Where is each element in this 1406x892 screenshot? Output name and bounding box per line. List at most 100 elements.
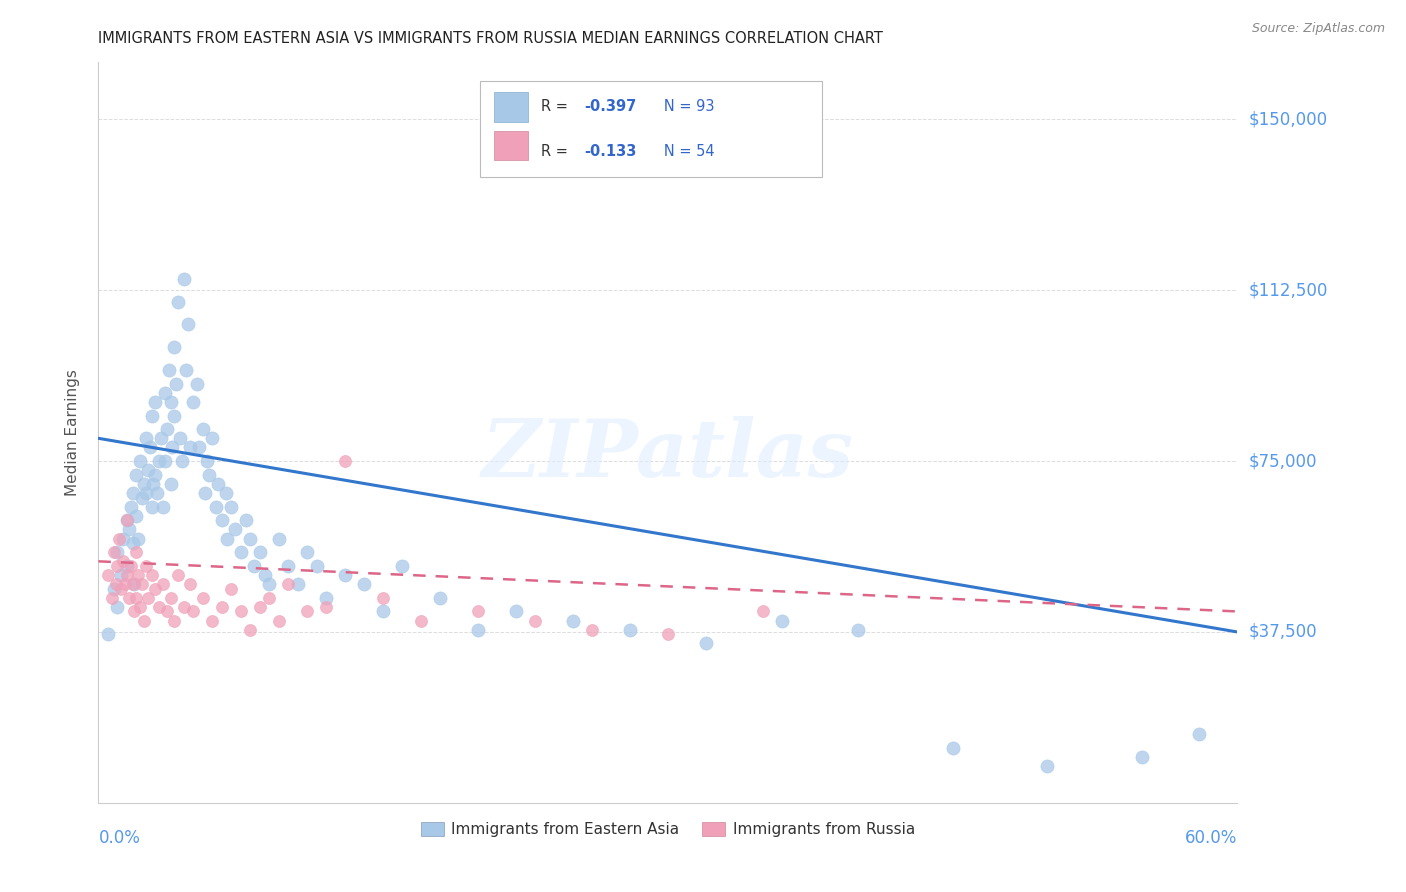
Point xyxy=(505,604,527,618)
Point xyxy=(391,558,413,573)
Point xyxy=(214,486,236,500)
Point xyxy=(1036,759,1059,773)
Point xyxy=(165,376,187,391)
Point xyxy=(124,577,146,591)
Point xyxy=(125,545,148,559)
Point xyxy=(305,558,328,573)
Point xyxy=(125,591,148,605)
Point xyxy=(657,627,679,641)
Point xyxy=(121,486,143,500)
Point xyxy=(335,454,357,468)
Point xyxy=(371,591,394,605)
Point xyxy=(619,623,641,637)
Point xyxy=(145,467,167,482)
Point xyxy=(115,513,138,527)
Point xyxy=(112,554,135,568)
Point xyxy=(159,395,181,409)
Point xyxy=(152,500,174,514)
Point xyxy=(695,636,717,650)
Text: $112,500: $112,500 xyxy=(1249,281,1327,299)
Point xyxy=(353,577,375,591)
Point xyxy=(103,582,125,596)
Point xyxy=(112,532,135,546)
Text: -0.133: -0.133 xyxy=(585,144,637,159)
Point xyxy=(1132,750,1154,764)
Point xyxy=(159,476,181,491)
Point xyxy=(104,577,127,591)
Bar xyxy=(494,130,527,161)
Point xyxy=(429,591,451,605)
Point xyxy=(191,422,214,436)
Point xyxy=(942,741,965,756)
Point xyxy=(297,545,319,559)
Point xyxy=(195,454,218,468)
Point xyxy=(194,486,217,500)
Point xyxy=(115,568,138,582)
Point xyxy=(150,431,173,445)
Point xyxy=(173,599,195,614)
Point xyxy=(146,486,169,500)
Point xyxy=(411,614,433,628)
Point xyxy=(297,604,319,618)
Point xyxy=(115,558,138,573)
Point xyxy=(129,599,152,614)
Point xyxy=(167,568,190,582)
Point xyxy=(136,463,159,477)
Point xyxy=(107,599,129,614)
Point xyxy=(141,409,163,423)
Text: 60.0%: 60.0% xyxy=(1185,829,1237,847)
Point xyxy=(163,614,186,628)
Text: Source: ZipAtlas.com: Source: ZipAtlas.com xyxy=(1251,22,1385,36)
Point xyxy=(243,558,266,573)
Point xyxy=(163,409,186,423)
Point xyxy=(97,568,120,582)
Point xyxy=(217,532,239,546)
Point xyxy=(191,591,214,605)
Point xyxy=(581,623,603,637)
Point xyxy=(127,532,149,546)
Point xyxy=(121,536,143,550)
Point xyxy=(136,591,159,605)
Point xyxy=(132,476,155,491)
Point xyxy=(120,500,142,514)
Point xyxy=(179,577,201,591)
Point xyxy=(211,513,233,527)
Point xyxy=(239,623,262,637)
Point xyxy=(170,454,193,468)
Point xyxy=(235,513,257,527)
Point xyxy=(141,500,163,514)
Point xyxy=(131,577,153,591)
Point xyxy=(115,513,138,527)
Point xyxy=(249,545,271,559)
Point xyxy=(142,476,165,491)
Point xyxy=(157,363,180,377)
Point xyxy=(148,454,170,468)
Point xyxy=(167,294,190,309)
Point xyxy=(141,568,163,582)
Point xyxy=(221,500,243,514)
Point xyxy=(114,577,136,591)
Point xyxy=(287,577,309,591)
Text: N = 93: N = 93 xyxy=(650,99,714,114)
Point xyxy=(156,604,179,618)
Point xyxy=(267,614,290,628)
Point xyxy=(335,568,357,582)
Point xyxy=(183,604,205,618)
Point xyxy=(131,491,153,505)
Point xyxy=(100,591,122,605)
Text: ZIPatlas: ZIPatlas xyxy=(482,416,853,493)
Point xyxy=(107,558,129,573)
Point xyxy=(249,599,271,614)
Text: $150,000: $150,000 xyxy=(1249,111,1327,128)
Point xyxy=(524,614,547,628)
Point xyxy=(197,467,219,482)
Point xyxy=(148,599,170,614)
Point xyxy=(179,441,201,455)
Point xyxy=(315,599,337,614)
Point xyxy=(153,385,176,400)
Point xyxy=(152,577,174,591)
Text: $75,000: $75,000 xyxy=(1249,452,1317,470)
Text: 0.0%: 0.0% xyxy=(98,829,141,847)
Point xyxy=(97,627,120,641)
Point xyxy=(211,599,233,614)
